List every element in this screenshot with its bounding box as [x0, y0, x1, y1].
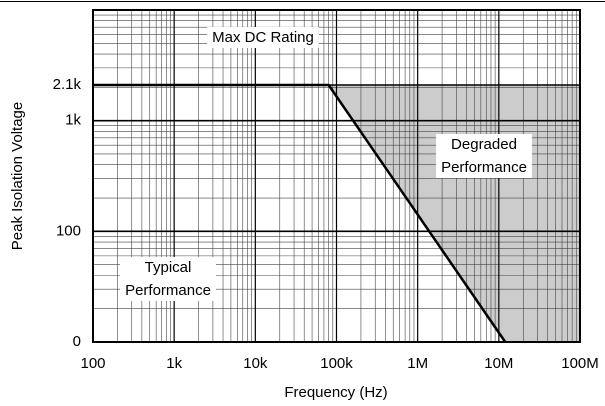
- annotation-text: Degraded: [451, 136, 517, 153]
- annotation-text: Performance: [125, 282, 211, 299]
- x-tick-label: 10k: [243, 355, 268, 372]
- annotation-text: Performance: [441, 159, 527, 176]
- x-tick-label: 100M: [561, 355, 599, 372]
- x-tick-label: 100: [80, 355, 105, 372]
- plot-frame: [92, 9, 581, 343]
- annotation-bg: [207, 26, 319, 48]
- annotation: Typical Performance: [120, 256, 216, 301]
- x-tick-label: 1k: [166, 355, 182, 372]
- annotation: Max DC Rating: [207, 26, 319, 48]
- y-tick-label: 0: [73, 333, 81, 350]
- annotation-text: Max DC Rating: [212, 29, 314, 46]
- x-tick-label: 1M: [407, 355, 428, 372]
- degraded-region: [328, 85, 580, 343]
- x-tick-label: 100k: [320, 355, 353, 372]
- x-axis-label: Frequency (Hz): [284, 384, 387, 401]
- annotation-bg: [120, 256, 216, 301]
- y-axis-label: Peak Isolation Voltage: [9, 102, 26, 250]
- y-tick-label: 2.1k: [53, 76, 82, 93]
- annotation-text: Typical: [145, 259, 192, 276]
- annotation: Degraded Performance: [436, 133, 532, 178]
- y-tick-label: 1k: [65, 112, 81, 129]
- annotation-bg: [436, 133, 532, 178]
- y-tick-label: 100: [56, 222, 81, 239]
- x-tick-label: 10M: [484, 355, 513, 372]
- rating-line: [93, 83, 507, 343]
